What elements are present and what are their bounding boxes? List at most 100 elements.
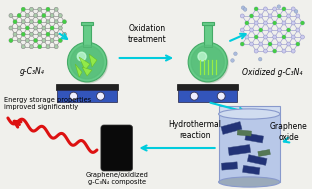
- Polygon shape: [79, 57, 90, 70]
- Circle shape: [47, 8, 49, 11]
- Circle shape: [22, 8, 25, 11]
- FancyBboxPatch shape: [202, 22, 214, 25]
- Circle shape: [77, 52, 86, 61]
- Circle shape: [294, 10, 298, 13]
- Circle shape: [296, 28, 300, 32]
- FancyBboxPatch shape: [101, 125, 133, 171]
- FancyBboxPatch shape: [81, 22, 93, 25]
- Circle shape: [246, 22, 248, 24]
- Circle shape: [70, 92, 77, 100]
- Circle shape: [263, 49, 267, 53]
- FancyBboxPatch shape: [228, 145, 251, 156]
- Text: g-C₃N₄: g-C₃N₄: [19, 67, 44, 76]
- FancyBboxPatch shape: [204, 25, 212, 47]
- FancyBboxPatch shape: [221, 162, 238, 170]
- Circle shape: [254, 35, 258, 39]
- Circle shape: [255, 36, 257, 38]
- Circle shape: [30, 20, 33, 24]
- Circle shape: [287, 42, 290, 46]
- Circle shape: [283, 36, 285, 38]
- Polygon shape: [82, 67, 92, 76]
- Circle shape: [21, 20, 25, 24]
- Text: Graphene
oxide: Graphene oxide: [270, 122, 308, 142]
- Circle shape: [269, 43, 271, 45]
- Circle shape: [296, 14, 300, 18]
- Circle shape: [241, 43, 244, 45]
- Circle shape: [67, 42, 107, 82]
- Circle shape: [62, 20, 66, 24]
- FancyBboxPatch shape: [247, 155, 267, 165]
- FancyBboxPatch shape: [56, 84, 118, 90]
- Circle shape: [42, 26, 46, 30]
- Circle shape: [21, 45, 25, 49]
- FancyBboxPatch shape: [219, 106, 280, 114]
- Circle shape: [254, 21, 258, 25]
- Circle shape: [54, 32, 58, 36]
- Circle shape: [17, 39, 21, 43]
- Circle shape: [59, 39, 61, 42]
- Circle shape: [68, 43, 108, 83]
- Circle shape: [42, 14, 46, 18]
- Circle shape: [21, 32, 25, 36]
- Circle shape: [282, 21, 286, 25]
- Circle shape: [250, 15, 253, 17]
- Circle shape: [54, 20, 58, 24]
- Circle shape: [10, 39, 12, 42]
- Circle shape: [283, 8, 285, 10]
- Text: Graphene/oxidized
g-C₃N₄ composite: Graphene/oxidized g-C₃N₄ composite: [85, 172, 148, 185]
- Circle shape: [258, 57, 262, 61]
- Circle shape: [263, 35, 267, 39]
- Circle shape: [9, 26, 13, 30]
- Circle shape: [277, 28, 281, 32]
- Circle shape: [273, 35, 277, 39]
- Circle shape: [259, 14, 263, 18]
- Circle shape: [50, 39, 54, 43]
- Circle shape: [296, 42, 300, 46]
- Circle shape: [58, 26, 62, 30]
- Circle shape: [300, 35, 305, 39]
- Circle shape: [263, 7, 267, 11]
- Text: Oxidation
treatment: Oxidation treatment: [128, 24, 167, 44]
- Circle shape: [13, 32, 17, 36]
- FancyBboxPatch shape: [57, 90, 117, 102]
- Circle shape: [50, 26, 54, 30]
- Polygon shape: [89, 54, 97, 67]
- Circle shape: [296, 43, 299, 45]
- Circle shape: [240, 28, 244, 32]
- FancyBboxPatch shape: [177, 84, 238, 90]
- Circle shape: [38, 20, 41, 23]
- Circle shape: [250, 14, 254, 18]
- Circle shape: [47, 33, 49, 36]
- Circle shape: [42, 14, 45, 17]
- Circle shape: [189, 43, 228, 83]
- Circle shape: [240, 14, 244, 18]
- Circle shape: [245, 21, 249, 25]
- Circle shape: [58, 14, 62, 18]
- Ellipse shape: [219, 109, 280, 119]
- FancyBboxPatch shape: [83, 25, 91, 47]
- Circle shape: [190, 92, 198, 100]
- Circle shape: [273, 49, 277, 53]
- FancyBboxPatch shape: [245, 133, 264, 143]
- Circle shape: [42, 39, 46, 43]
- Circle shape: [97, 92, 105, 100]
- Circle shape: [273, 50, 276, 52]
- Circle shape: [287, 28, 290, 32]
- Circle shape: [46, 7, 50, 11]
- Circle shape: [234, 52, 237, 56]
- Circle shape: [26, 27, 29, 29]
- Circle shape: [291, 21, 295, 25]
- Circle shape: [287, 14, 290, 18]
- Circle shape: [34, 39, 37, 43]
- Circle shape: [30, 32, 33, 36]
- Circle shape: [291, 35, 295, 39]
- Circle shape: [54, 7, 58, 11]
- Circle shape: [38, 7, 42, 11]
- Circle shape: [25, 14, 29, 18]
- Circle shape: [287, 29, 290, 31]
- Circle shape: [273, 7, 277, 11]
- Circle shape: [217, 92, 225, 100]
- Circle shape: [277, 14, 281, 18]
- Circle shape: [22, 33, 25, 36]
- Circle shape: [282, 49, 286, 53]
